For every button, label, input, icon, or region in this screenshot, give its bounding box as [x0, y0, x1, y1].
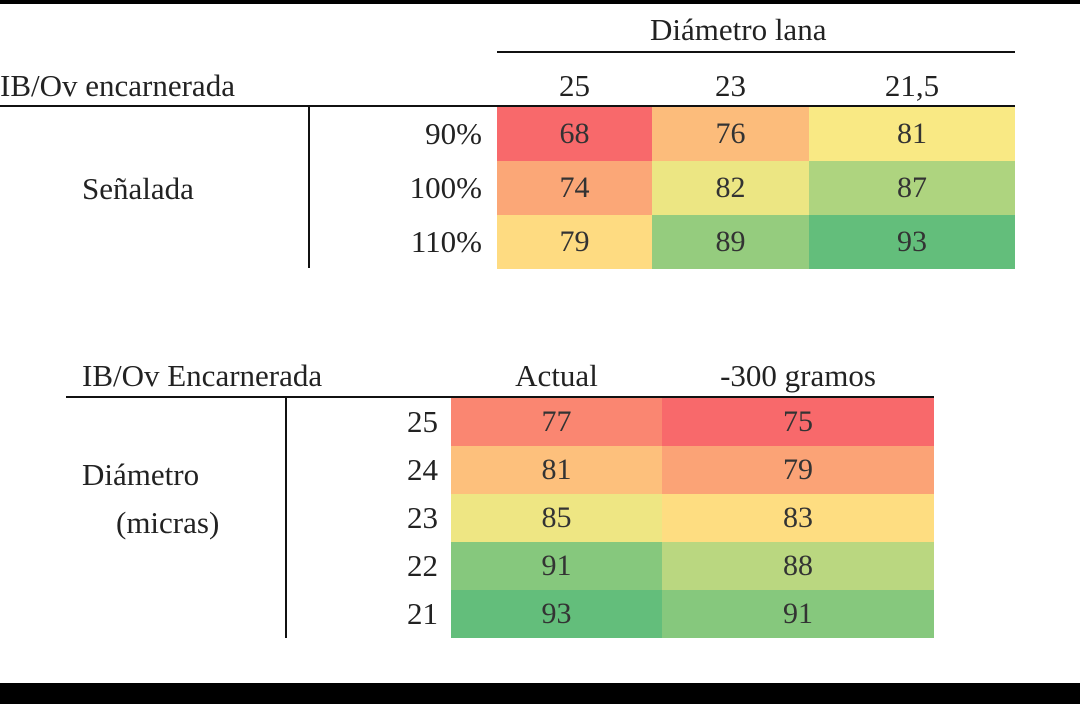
- t2-cell: 85: [451, 494, 662, 542]
- t1-cell: 87: [809, 161, 1015, 215]
- t2-row-label: 24: [407, 452, 438, 487]
- t1-column-label: 23: [715, 68, 746, 103]
- t1-cell: 93: [809, 215, 1015, 269]
- t1-row-label: 90%: [425, 116, 482, 151]
- t2-column-label: Actual: [515, 358, 598, 393]
- top-border: [0, 0, 1080, 4]
- t2-row-label: 23: [407, 500, 438, 535]
- t1-cell: 76: [652, 107, 809, 161]
- table2-corner-label: IB/Ov Encarnerada: [82, 358, 323, 393]
- t2-cell: 77: [451, 398, 662, 446]
- bottom-border: [0, 683, 1080, 704]
- t2-column-label: -300 gramos: [720, 358, 876, 393]
- t2-cell: 88: [662, 542, 934, 590]
- table1-group-underline: [497, 51, 1015, 53]
- t2-cell: 81: [451, 446, 662, 494]
- table1-header-rule: [0, 105, 1015, 107]
- t2-cell: 79: [662, 446, 934, 494]
- t2-cell: 93: [451, 590, 662, 638]
- table1-row-group-divider: [308, 106, 310, 268]
- t2-row-label: 25: [407, 404, 438, 439]
- t2-row-label: 21: [407, 596, 438, 631]
- t2-cell: 91: [451, 542, 662, 590]
- t1-cell: 68: [497, 107, 652, 161]
- table1-row-group-label: Señalada: [82, 171, 194, 206]
- t2-row-label: 22: [407, 548, 438, 583]
- t2-cell: 83: [662, 494, 934, 542]
- t2-cell: 75: [662, 398, 934, 446]
- t1-cell: 81: [809, 107, 1015, 161]
- t1-cell: 74: [497, 161, 652, 215]
- table2-row-group-label-line2: (micras): [116, 505, 220, 540]
- t1-cell: 82: [652, 161, 809, 215]
- t1-row-label: 110%: [410, 224, 482, 259]
- t2-cell: 91: [662, 590, 934, 638]
- table1-column-group-label: Diámetro lana: [650, 12, 827, 47]
- t1-row-label: 100%: [409, 170, 482, 205]
- t1-cell: 79: [497, 215, 652, 269]
- t1-column-label: 25: [559, 68, 590, 103]
- table2-header-rule: [66, 396, 934, 398]
- t1-cell: 89: [652, 215, 809, 269]
- table2-row-group-label-line1: Diámetro: [82, 457, 200, 492]
- table1-corner-label: IB/Ov encarnerada: [0, 68, 235, 103]
- table2-row-group-divider: [285, 398, 287, 638]
- t1-column-label: 21,5: [884, 68, 940, 103]
